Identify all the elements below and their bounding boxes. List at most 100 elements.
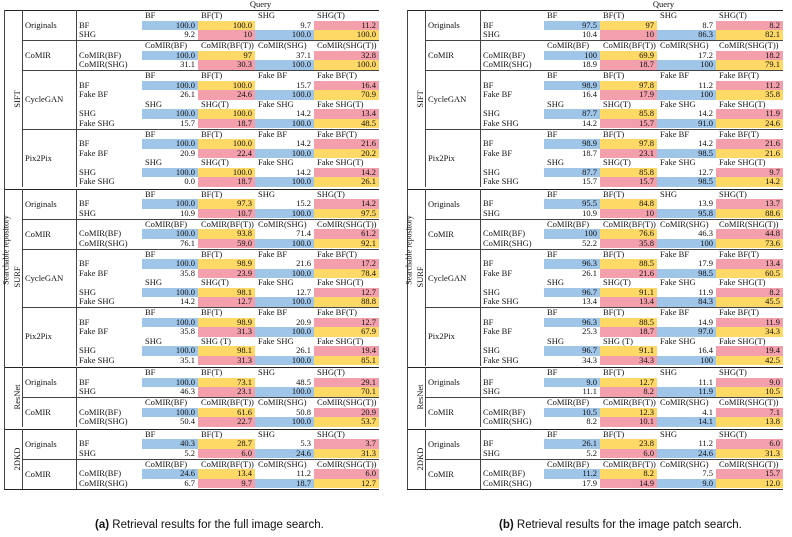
- value-cell: 35.8: [180, 268, 195, 278]
- value-cell: 16.4: [698, 346, 713, 355]
- value-cell: 21.6: [716, 148, 783, 158]
- column-header: SHG(T): [317, 368, 345, 377]
- group-label: 2DKD: [415, 447, 425, 470]
- group-label: SURF: [415, 266, 425, 288]
- query-header: Query: [249, 0, 272, 9]
- method-label: Pix2Pix: [428, 152, 455, 163]
- value-cell: 20.2: [314, 148, 379, 158]
- value-cell: 12.7: [198, 297, 255, 307]
- value-cell: 100.0: [255, 297, 314, 307]
- value-cell: 31.3: [198, 327, 255, 337]
- value-cell: 97.8: [600, 80, 657, 90]
- column-header: BF: [547, 71, 558, 80]
- column-header: SHG(T): [201, 278, 229, 287]
- column-header: BF(T): [603, 249, 625, 259]
- value-cell: 15.7: [600, 177, 657, 187]
- row-label: Fake BF: [483, 268, 513, 278]
- value-cell: 13.4: [198, 469, 255, 479]
- value-cell: 96.3: [544, 317, 600, 327]
- value-cell: 7.5: [702, 469, 713, 478]
- value-cell: 9.0: [657, 478, 716, 488]
- value-cell: 45.5: [716, 297, 783, 307]
- column-header: CoMIR(BF): [145, 41, 188, 50]
- value-cell: 46.3: [698, 229, 713, 238]
- column-header: Fake SHG: [660, 278, 696, 287]
- value-cell: 13.4: [600, 297, 657, 307]
- label-divider: [480, 218, 481, 249]
- column-header: SHG(T): [719, 11, 747, 20]
- column-header: BF: [145, 249, 156, 259]
- value-cell: 17.9: [698, 259, 713, 268]
- value-cell: 6.0: [600, 448, 657, 458]
- column-header: CoMIR(BF(T)): [603, 219, 656, 229]
- value-cell: 100.0: [314, 30, 379, 40]
- row-label: SHG: [483, 109, 501, 118]
- column-header: Fake BF: [258, 129, 288, 139]
- value-cell: 82.1: [716, 30, 783, 40]
- value-cell: 24.6: [142, 469, 198, 479]
- row-label: CoMIR(BF): [79, 229, 122, 238]
- row-label: BF: [483, 80, 494, 90]
- value-cell: 100.0: [142, 80, 198, 90]
- value-cell: 86.3: [657, 30, 716, 40]
- value-cell: 18.7: [198, 118, 255, 128]
- group-top-rule: [407, 367, 783, 368]
- group-divider: [425, 428, 426, 489]
- method-label: Originals: [25, 377, 57, 387]
- label-divider: [76, 248, 77, 307]
- row-label: SHG: [79, 109, 97, 118]
- column-header: BF(T): [201, 11, 223, 20]
- value-cell: 98.9: [544, 139, 600, 149]
- method-rule: [425, 248, 783, 250]
- value-cell: 32.8: [314, 50, 379, 60]
- value-cell: 10.9: [582, 208, 597, 218]
- row-label: BF: [483, 439, 494, 448]
- value-cell: 7.1: [716, 407, 783, 417]
- value-cell: 14.2: [582, 118, 597, 128]
- column-header: SHG: [660, 11, 678, 20]
- method-label: Originals: [428, 377, 460, 387]
- column-header: Fake SHG: [258, 278, 294, 287]
- group-label: ResNet: [12, 384, 22, 410]
- column-header: SHG (T): [603, 336, 633, 346]
- value-cell: 88.5: [600, 317, 657, 327]
- value-cell: 100.0: [198, 109, 255, 119]
- group-top-rule: [407, 10, 783, 11]
- row-label: SHG: [79, 387, 97, 396]
- label-divider: [76, 428, 77, 459]
- column-header: SHG: [145, 158, 163, 167]
- group-label: SIFT: [12, 89, 22, 108]
- value-cell: 53.7: [314, 417, 379, 427]
- column-header: Fake BF: [660, 308, 690, 317]
- value-cell: 13.9: [698, 199, 713, 208]
- value-cell: 100.0: [255, 268, 314, 278]
- value-cell: 98.9: [544, 80, 600, 90]
- value-cell: 6.0: [716, 439, 783, 449]
- value-cell: 88.8: [314, 297, 379, 307]
- column-header: CoMIR(SHG): [258, 219, 307, 229]
- column-header: Fake SHG: [258, 336, 294, 346]
- column-header: Fake BF(T): [719, 129, 759, 139]
- label-divider: [76, 128, 77, 187]
- method-label: CoMIR: [25, 407, 51, 417]
- row-label: Fake SHG: [79, 118, 115, 128]
- column-header: BF(T): [603, 11, 625, 20]
- value-cell: 22.4: [198, 148, 255, 158]
- method-label: CoMIR: [428, 407, 454, 417]
- row-label: CoMIR(SHG): [483, 60, 532, 69]
- column-header: SHG: [258, 11, 276, 20]
- value-cell: 70.1: [314, 387, 379, 397]
- value-cell: 8.2: [716, 287, 783, 297]
- row-label: Fake BF: [79, 268, 109, 278]
- value-cell: 70.9: [314, 90, 379, 100]
- column-header: CoMIR(SHG(T)): [719, 41, 779, 50]
- value-cell: 9.2: [184, 30, 195, 39]
- method-label: CoMIR: [428, 50, 454, 60]
- value-cell: 14.1: [657, 417, 716, 427]
- column-header: BF: [145, 308, 156, 317]
- label-divider: [480, 367, 481, 397]
- column-header: BF(T): [201, 429, 223, 439]
- value-cell: 76.1: [180, 238, 195, 248]
- value-cell: 59.0: [198, 238, 255, 248]
- row-label: Fake BF: [483, 90, 513, 99]
